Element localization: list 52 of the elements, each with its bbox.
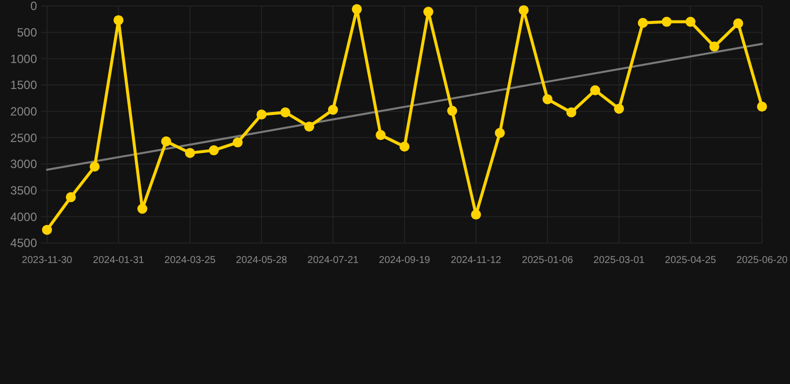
point — [709, 42, 720, 52]
y-tick-label: 3500 — [10, 184, 38, 198]
x-tick-label: 2025-06-20 — [736, 255, 788, 266]
x-tick-label: 2025-01-06 — [522, 255, 574, 266]
point — [352, 4, 362, 14]
point — [566, 107, 576, 118]
x-tick-label: 2024-09-19 — [378, 255, 431, 266]
x-tick-label: 2024-07-21 — [307, 255, 360, 266]
point — [280, 107, 290, 118]
x-tick-label: 2024-05-28 — [236, 255, 288, 266]
x-tick-label: 2025-04-25 — [664, 255, 717, 266]
point — [590, 85, 600, 96]
y-tick-label: 1000 — [10, 52, 38, 66]
point — [494, 128, 505, 138]
x-tick-label: 2025-03-01 — [593, 255, 646, 266]
point — [447, 106, 458, 116]
point — [733, 18, 744, 28]
point — [208, 145, 219, 156]
point — [185, 148, 195, 158]
point — [662, 16, 672, 27]
point — [42, 224, 52, 235]
point — [256, 109, 266, 120]
x-tick-label: 2024-03-25 — [164, 255, 216, 266]
point — [686, 16, 696, 27]
point — [518, 5, 529, 16]
point — [757, 102, 767, 112]
point — [614, 104, 624, 114]
point — [161, 136, 172, 146]
point — [232, 137, 243, 148]
point — [423, 6, 434, 17]
y-tick-label: 4500 — [10, 236, 38, 250]
x-tick-label: 2023-11-30 — [22, 255, 73, 266]
y-tick-label: 0 — [30, 0, 38, 14]
y-tick-label: 3000 — [10, 157, 38, 172]
point — [137, 204, 148, 214]
point — [66, 192, 76, 202]
point — [90, 162, 100, 172]
point — [114, 15, 124, 26]
point — [638, 18, 648, 28]
point — [542, 94, 552, 104]
point — [376, 130, 386, 140]
y-tick-label: 4000 — [10, 210, 38, 224]
y-tick-label: 2500 — [10, 130, 38, 145]
y-tick-label: 1500 — [10, 78, 38, 92]
x-tick-label: 2024-01-31 — [92, 255, 145, 266]
point — [400, 142, 410, 152]
x-tick-label: 2024-11-12 — [450, 255, 502, 266]
y-tick-label: 2000 — [10, 104, 38, 119]
point — [471, 210, 481, 220]
y-tick-label: 500 — [16, 26, 38, 40]
point — [328, 104, 338, 115]
point — [304, 122, 314, 132]
